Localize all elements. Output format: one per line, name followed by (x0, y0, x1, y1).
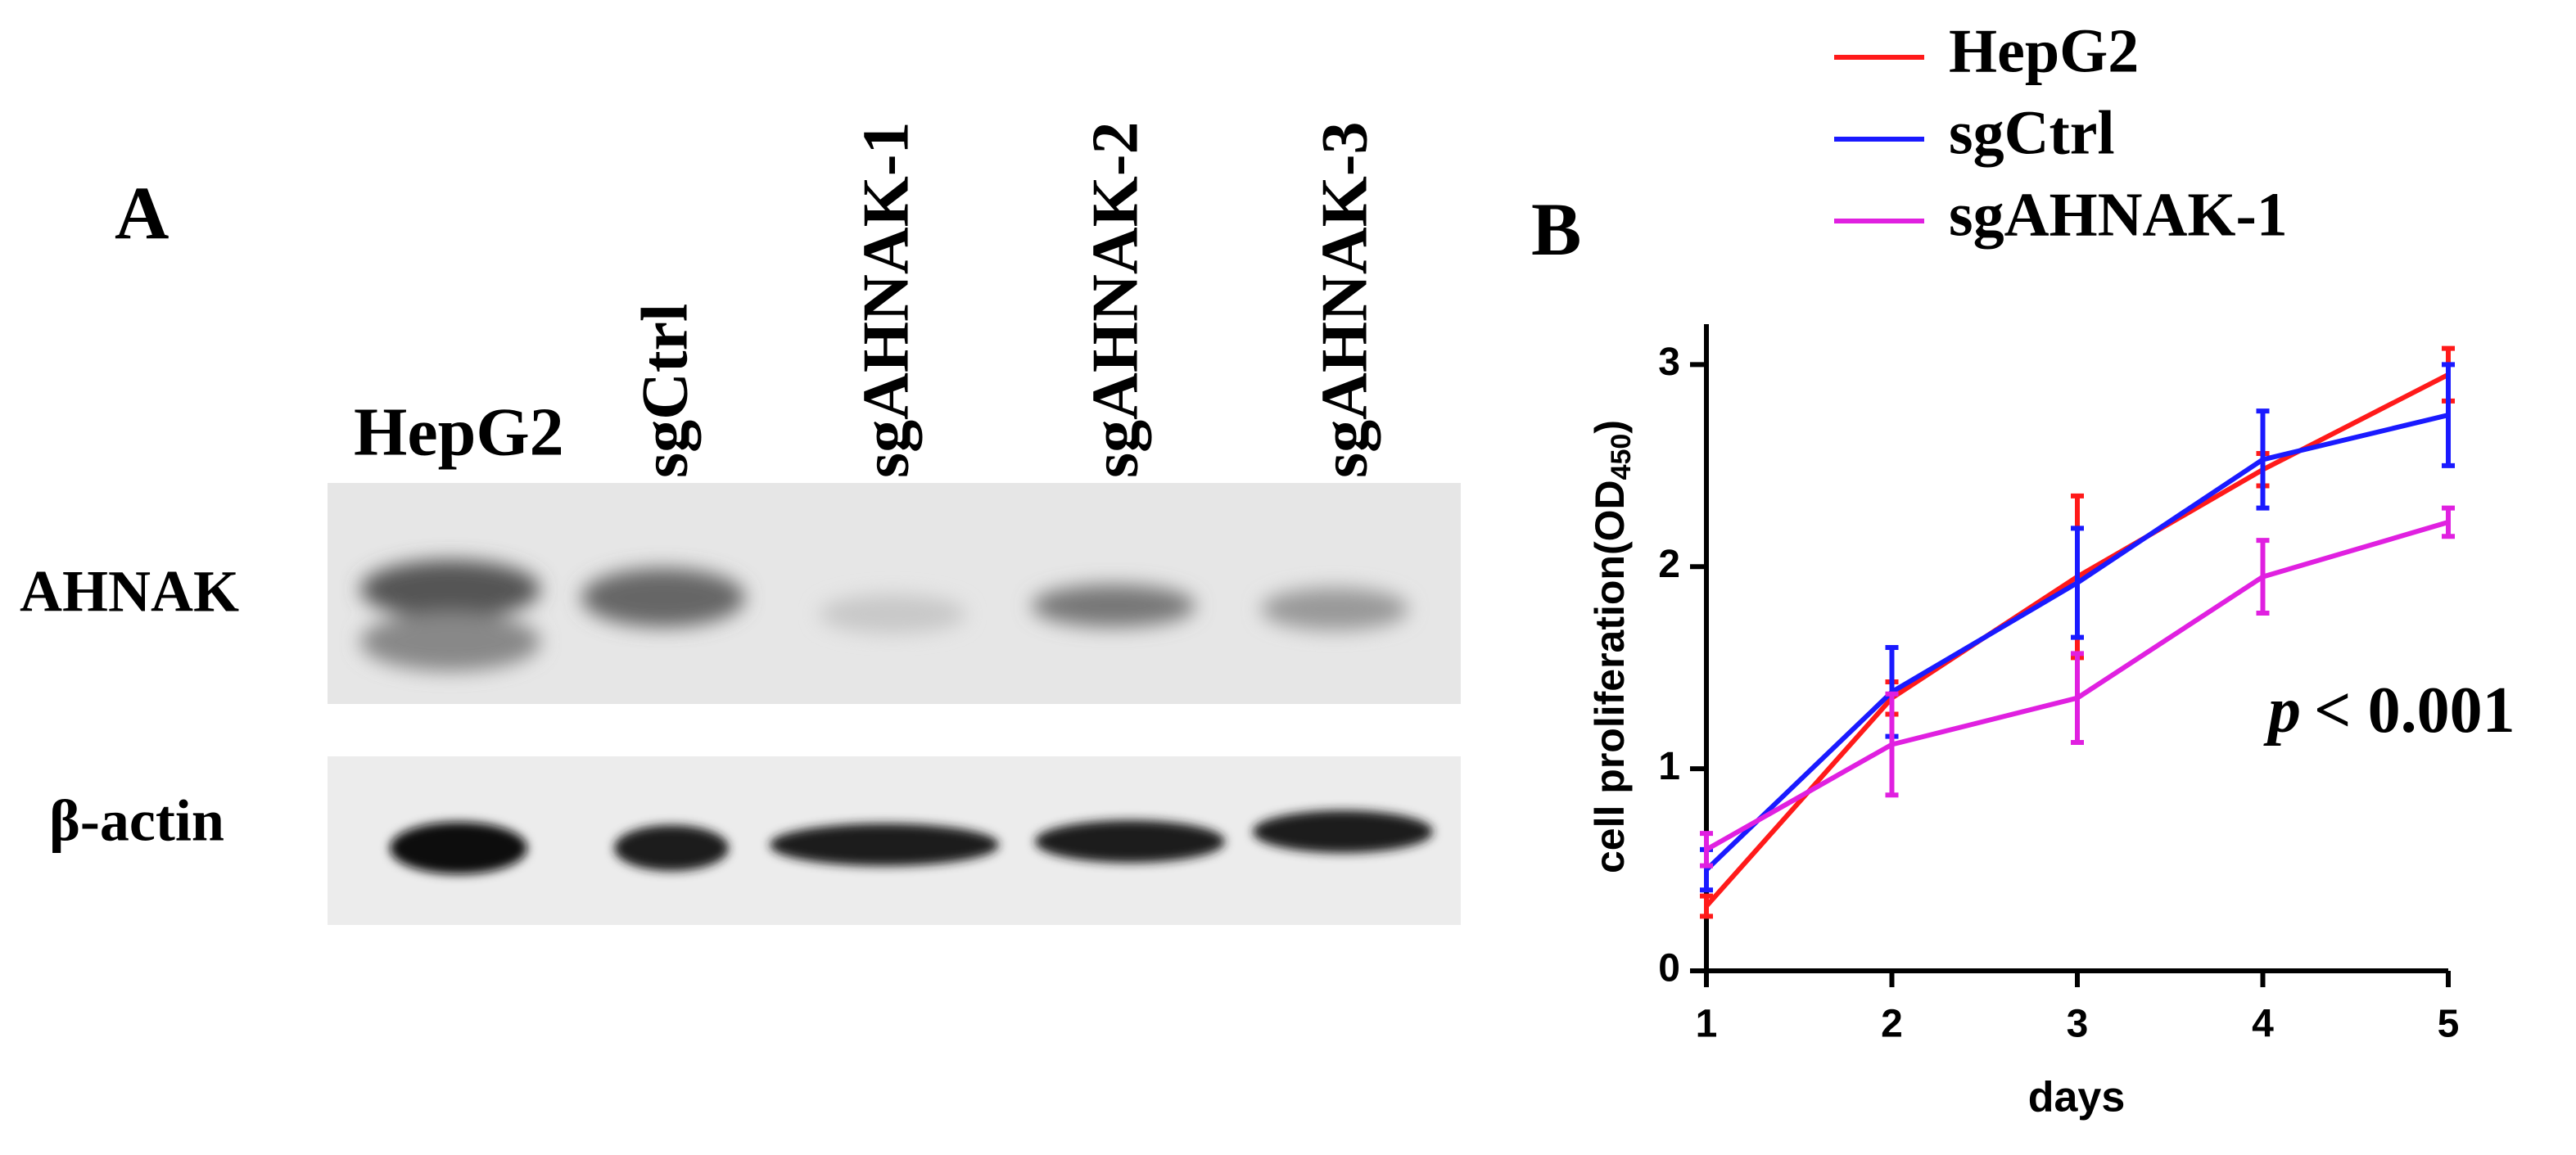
y-label-sub: 450 (1606, 434, 1637, 480)
lane-label: HepG2 (354, 394, 564, 470)
lane-label: sgCtrl (629, 304, 701, 478)
annotation-italic: p (2263, 675, 2301, 747)
error-bar (1700, 831, 1713, 869)
panel-label: A (115, 171, 169, 255)
lane-label: sgAHNAK-1 (850, 121, 922, 478)
annotation: p < 0.001 (2263, 675, 2515, 747)
legend-label: sgAHNAK-1 (1949, 180, 2288, 249)
annotation-text: < 0.001 (2314, 675, 2515, 747)
y-axis-label: cell proliferation(OD450) (1587, 420, 1637, 873)
y-tick-label: 0 (1658, 947, 1680, 990)
x-tick-label: 1 (1696, 1003, 1718, 1046)
line (1704, 413, 2449, 872)
x-tick-label: 4 (2252, 1003, 2274, 1046)
legend-label: sgCtrl (1949, 98, 2115, 167)
x-tick-label: 3 (2067, 1003, 2089, 1046)
blot-ahnak (328, 483, 1461, 704)
lane-label: sgAHNAK-2 (1079, 121, 1151, 478)
line (1705, 520, 2449, 852)
x-tick-label: 2 (1881, 1003, 1903, 1046)
x-tick-label: 5 (2438, 1003, 2460, 1046)
y-tick-label: 3 (1658, 341, 1680, 384)
y-tick-label: 1 (1658, 745, 1680, 788)
x-axis-label: days (2028, 1074, 2126, 1121)
y-tick-label: 2 (1658, 543, 1680, 586)
error-bar (2442, 505, 2455, 539)
lane-label: sgAHNAK-3 (1308, 121, 1381, 478)
y-label-main: cell proliferation(OD (1587, 480, 1633, 873)
row-label: AHNAK (20, 559, 239, 625)
row-label: β-actin (49, 788, 224, 854)
legend-label: HepG2 (1949, 16, 2139, 85)
blot-actin (328, 756, 1461, 925)
y-label-end: ) (1587, 420, 1633, 434)
panel-label: B (1531, 187, 1581, 271)
